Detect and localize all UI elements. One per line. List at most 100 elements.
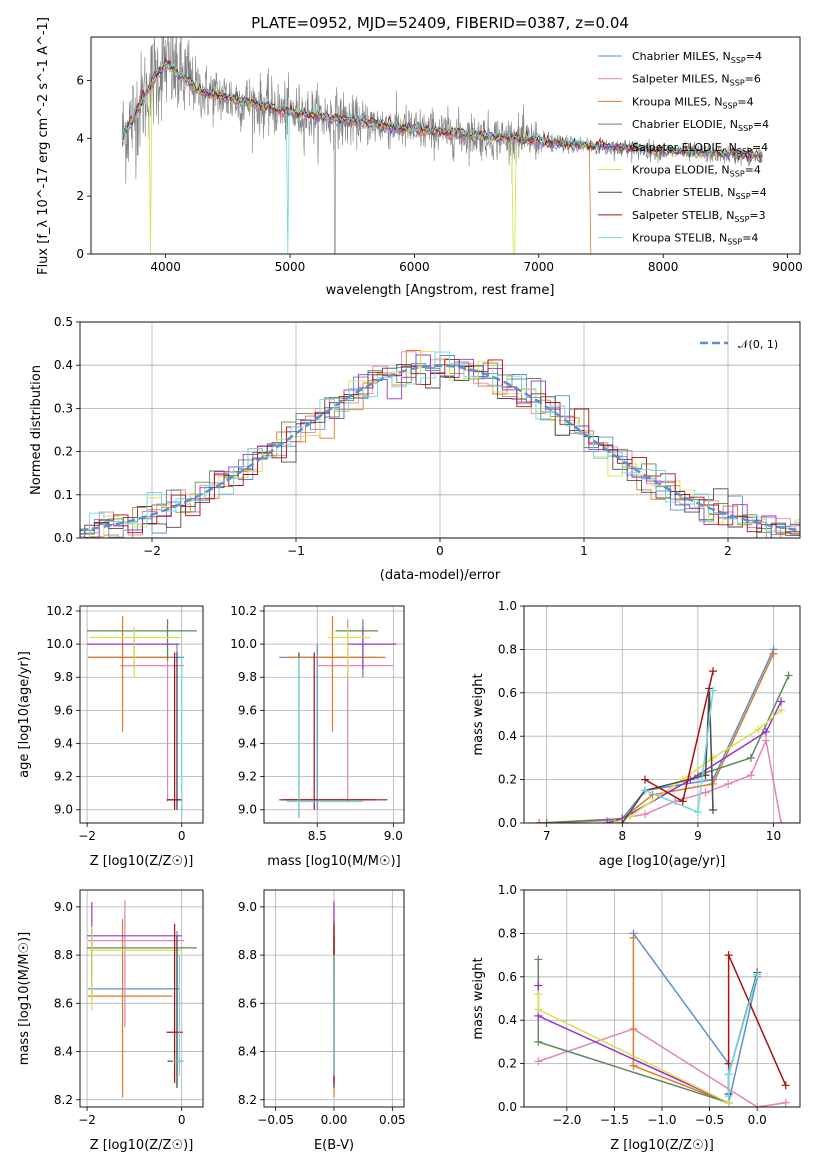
weight-point-marker (781, 1098, 790, 1107)
mass-vs-Z-axes: −2 0 8.2 8.4 8.6 8.8 9.0 (54, 890, 203, 1127)
weight-point-marker (724, 779, 733, 788)
x-tick-label: 8.5 (308, 829, 327, 843)
gaussian-curve (80, 364, 800, 532)
y-tick-label: 9.2 (238, 770, 257, 784)
legend-subscript: SSP (737, 147, 752, 156)
y-tick-label: 0.2 (54, 445, 73, 459)
y-tick-label: 9.0 (238, 900, 257, 914)
y-tick-label: 6 (76, 73, 84, 87)
legend-label-text: Salpeter ELODIE, N (632, 141, 737, 154)
weight-point-marker (724, 1092, 733, 1101)
weight-point-marker (542, 819, 551, 823)
y-tick-label: 8.2 (54, 1093, 73, 1107)
x-axis-label: Z [log10(Z/Z☉)] (90, 854, 194, 869)
x-tick-label: −2 (78, 1113, 96, 1127)
weight-point-marker (534, 1057, 543, 1066)
y-tick-label: 0.2 (498, 773, 517, 787)
y-tick-label: 8.4 (238, 1045, 257, 1059)
x-tick-label: 9.0 (384, 829, 403, 843)
legend-nssp: =3 (749, 209, 765, 222)
legend-nssp: =4 (742, 232, 758, 245)
legend-subscript: SSP (727, 238, 742, 247)
y-axis-label: Flux [f_λ 10^-17 erg cm^-2 s^-1 A^-1] (36, 17, 51, 275)
age-vs-mass-axes: 8.5 9.0 9.0 9.2 9.4 9.6 9.8 10.0 10.2 (230, 604, 404, 843)
legend-label: Salpeter ELODIE, NSSP=4 (632, 141, 768, 156)
spectrum-axes: 4000 5000 6000 7000 8000 9000 0 2 4 6 (76, 73, 802, 274)
mass-vs-ebv-frame (263, 889, 405, 1108)
x-tick-label: −0.5 (695, 1113, 724, 1127)
y-tick-label: 4 (76, 131, 84, 145)
legend-subscript: SSP (731, 56, 746, 65)
residuals-plot (80, 350, 800, 538)
y-axis-label: mass [log10(M/M☉)] (17, 932, 32, 1065)
weight-point-marker (761, 727, 770, 736)
weight-line (614, 709, 782, 823)
weight-line (539, 737, 782, 823)
spectrum-plot (121, 37, 763, 254)
histogram-line (80, 350, 800, 538)
y-tick-label: 0.8 (498, 642, 517, 656)
histogram-line (80, 351, 800, 538)
x-tick-label: 2 (724, 544, 732, 558)
x-axis-label: mass [log10(M/M☉)] (267, 854, 400, 869)
legend-subscript: SSP (722, 101, 737, 110)
y-tick-label: 0.3 (54, 401, 73, 415)
age-vs-Z-plot (87, 615, 197, 819)
legend-label: Chabrier MILES, NSSP=4 (632, 50, 762, 65)
y-tick-label: 10.2 (230, 604, 257, 618)
y-tick-label: 9.4 (238, 736, 257, 750)
legend-label-text: Chabrier MILES, N (632, 50, 731, 63)
x-tick-label: 5000 (275, 260, 306, 274)
y-tick-label: 9.0 (54, 803, 73, 817)
y-tick-label: 0.6 (498, 686, 517, 700)
weight-vs-Z-frame (523, 889, 801, 1108)
weight-point-marker (640, 775, 649, 784)
x-tick-label: 4000 (150, 260, 181, 274)
weight-point-marker (534, 1005, 543, 1014)
x-tick-label: 0 (178, 829, 186, 843)
legend-nssp: =4 (745, 164, 761, 177)
weight-point-marker (777, 706, 786, 715)
histogram-line (80, 359, 800, 535)
y-axis-label: Normed distribution (29, 365, 44, 495)
weight-point-marker (618, 819, 627, 823)
mass-vs-ebv-axes: −0.05 0.00 0.05 8.2 8.4 8.6 8.8 9.0 (238, 890, 406, 1127)
x-axis-label: wavelength [Angstrom, rest frame] (326, 283, 555, 298)
legend-nssp: =4 (746, 50, 762, 63)
weight-line (538, 1028, 786, 1107)
weight-point-marker (746, 771, 755, 780)
weight-point-marker (777, 697, 786, 706)
age-vs-mass-frame (263, 605, 405, 824)
residuals-frame (79, 321, 801, 539)
age-vs-Z-frame (79, 605, 204, 824)
x-tick-label: −1.5 (600, 1113, 629, 1127)
weight-vs-age-frame (523, 605, 801, 824)
weight-point-marker (784, 671, 793, 680)
weight-point-marker (640, 810, 649, 819)
x-tick-label: 8 (618, 829, 626, 843)
y-tick-label: 0 (76, 247, 84, 261)
histogram-line (80, 350, 800, 538)
weight-point-marker (709, 667, 718, 676)
histogram-line (80, 354, 800, 538)
weight-point-marker (724, 951, 733, 960)
x-tick-label: 0.00 (321, 1113, 348, 1127)
x-tick-label: 0.05 (379, 1113, 406, 1127)
legend-nssp: =4 (753, 118, 769, 131)
weight-point-marker (769, 649, 778, 658)
weight-vs-age-axes: 7 8 9 10 0.0 0.2 0.4 0.6 0.8 1.0 (498, 599, 800, 843)
weight-point-marker (610, 819, 619, 823)
y-tick-label: 0.4 (54, 358, 73, 372)
mass-vs-Z-frame (79, 889, 204, 1108)
y-tick-label: 8.6 (238, 996, 257, 1010)
x-tick-label: −1.0 (647, 1113, 676, 1127)
weight-point-marker (678, 797, 687, 806)
legend-label-text: Kroupa MILES, N (632, 95, 722, 108)
y-tick-label: 9.2 (54, 770, 73, 784)
weight-point-marker (709, 753, 718, 762)
weight-point-marker (753, 970, 762, 979)
y-tick-label: 9.8 (54, 670, 73, 684)
x-tick-label: −2 (78, 829, 96, 843)
y-tick-label: 0.5 (54, 315, 73, 329)
